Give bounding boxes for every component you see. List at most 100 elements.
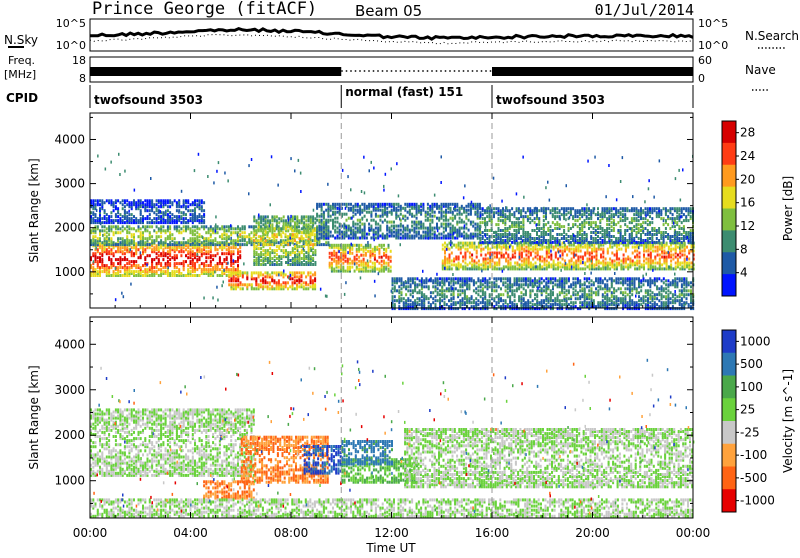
data-cell [383, 260, 385, 263]
data-cell [110, 211, 112, 214]
data-cell [333, 258, 335, 261]
data-cell [521, 252, 523, 255]
data-cell [307, 271, 309, 274]
data-cell [356, 248, 358, 251]
data-cell [652, 265, 654, 268]
data-cell [298, 275, 300, 278]
data-cell [363, 258, 365, 261]
data-cell [616, 250, 618, 253]
data-cell [240, 281, 242, 284]
data-cell [654, 256, 656, 259]
data-cell [588, 241, 590, 244]
data-cell [623, 254, 625, 257]
freq-bar-segment-1 [90, 67, 341, 76]
data-cell [301, 279, 303, 282]
data-cell [597, 217, 599, 220]
data-cell [359, 225, 361, 228]
data-cell [416, 203, 418, 206]
data-cell [593, 227, 595, 230]
data-cell [228, 273, 230, 276]
data-cell [613, 235, 615, 238]
data-cell [99, 252, 101, 255]
data-cell [498, 233, 500, 236]
data-cell [285, 233, 287, 236]
data-cell [345, 244, 347, 247]
data-cell [131, 270, 133, 273]
data-cell [383, 252, 385, 255]
data-cell [411, 229, 413, 232]
data-cell [171, 201, 173, 204]
data-cell [480, 263, 482, 266]
data-cell [638, 209, 640, 212]
data-cell [133, 199, 135, 202]
data-cell [219, 235, 221, 238]
data-cell [597, 239, 599, 242]
data-cell [208, 256, 210, 259]
data-cell [176, 201, 178, 204]
data-cell [176, 215, 178, 218]
data-cell [633, 225, 635, 228]
data-cell [618, 248, 620, 251]
data-cell [271, 285, 273, 288]
data-cell [568, 235, 570, 238]
data-cell [367, 270, 369, 273]
data-cell [299, 237, 301, 240]
data-cell [420, 203, 422, 206]
data-cell [377, 203, 379, 206]
data-cell [174, 215, 176, 218]
data-cell [381, 256, 383, 259]
data-cell [147, 246, 149, 249]
data-cell [561, 213, 563, 216]
data-cell [267, 243, 269, 246]
data-cell [219, 274, 221, 277]
data-cell [393, 231, 395, 234]
data-cell [356, 258, 358, 261]
data-cell [331, 262, 333, 265]
data-cell [196, 235, 198, 238]
data-cell [584, 262, 586, 265]
data-cell [478, 263, 480, 266]
data-cell [663, 256, 665, 259]
data-cell [570, 235, 572, 238]
data-cell [190, 266, 192, 269]
data-cell [442, 260, 444, 263]
data-cell [199, 243, 201, 246]
data-cell [269, 237, 271, 240]
data-cell [509, 225, 511, 228]
data-cell [416, 221, 418, 224]
data-cell [274, 233, 276, 236]
data-cell [217, 225, 219, 228]
data-cell [370, 203, 372, 206]
data-cell [226, 248, 228, 251]
data-cell [199, 239, 201, 242]
data-cell [244, 271, 246, 274]
data-cell [409, 209, 411, 212]
data-cell [672, 267, 674, 270]
data-cell [598, 265, 600, 268]
data-cell [404, 207, 406, 210]
data-cell [135, 270, 137, 273]
data-cell [444, 250, 446, 253]
data-cell [144, 241, 146, 244]
data-cell [634, 267, 636, 270]
data-cell [108, 215, 110, 218]
data-cell [199, 199, 201, 202]
data-cell [632, 260, 634, 263]
data-cell [686, 262, 688, 265]
data-cell [126, 262, 128, 265]
data-cell [217, 252, 219, 255]
data-cell [377, 215, 379, 218]
data-cell [296, 245, 298, 248]
data-cell [590, 231, 592, 234]
data-cell [645, 233, 647, 236]
data-cell [416, 231, 418, 234]
data-cell [418, 205, 420, 208]
data-cell [434, 203, 436, 206]
data-cell [256, 219, 258, 222]
data-cell [336, 260, 338, 263]
data-cell [580, 267, 582, 270]
data-cell [462, 260, 464, 263]
data-cell [318, 225, 320, 228]
data-cell [531, 209, 533, 212]
data-cell [274, 255, 276, 258]
